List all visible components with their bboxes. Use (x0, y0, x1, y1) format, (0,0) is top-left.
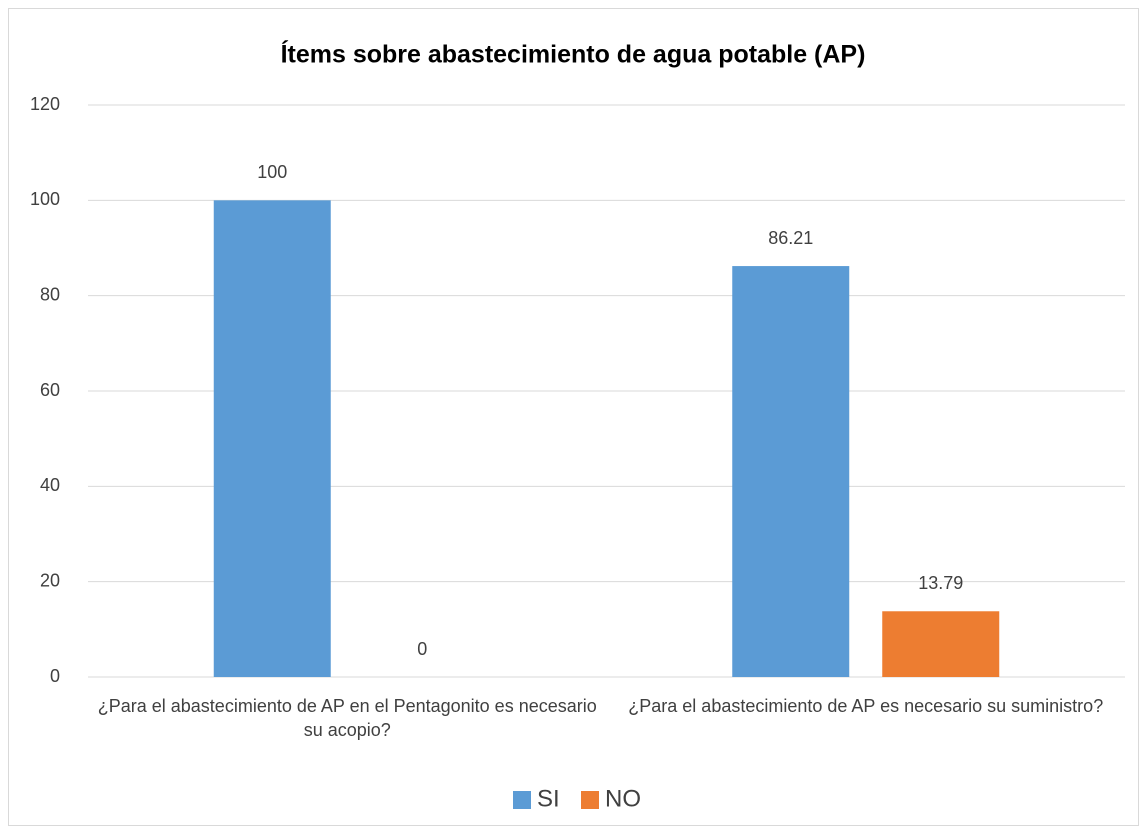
data-label: 100 (257, 162, 287, 182)
bar (882, 611, 1000, 677)
legend-label: NO (605, 785, 641, 812)
y-tick-label: 100 (30, 189, 60, 209)
legend-swatch (581, 791, 599, 809)
y-tick-label: 0 (50, 666, 60, 686)
y-tick-label: 60 (40, 380, 60, 400)
bar (732, 266, 850, 677)
data-label: 86.21 (768, 228, 813, 248)
data-label: 13.79 (918, 573, 963, 593)
legend-label: SI (537, 785, 560, 812)
x-tick-label: ¿Para el abastecimiento de AP es necesar… (628, 696, 1104, 716)
x-tick-label: ¿Para el abastecimiento de AP en el Pent… (97, 696, 597, 740)
chart-title: Ítems sobre abastecimiento de agua potab… (281, 40, 866, 69)
y-tick-label: 20 (40, 570, 60, 590)
data-label: 0 (417, 639, 427, 659)
y-tick-label: 80 (40, 284, 60, 304)
bar (213, 200, 331, 678)
chart-border (8, 8, 1139, 826)
legend-swatch (513, 791, 531, 809)
y-tick-label: 40 (40, 475, 60, 495)
y-tick-label: 120 (30, 94, 60, 114)
